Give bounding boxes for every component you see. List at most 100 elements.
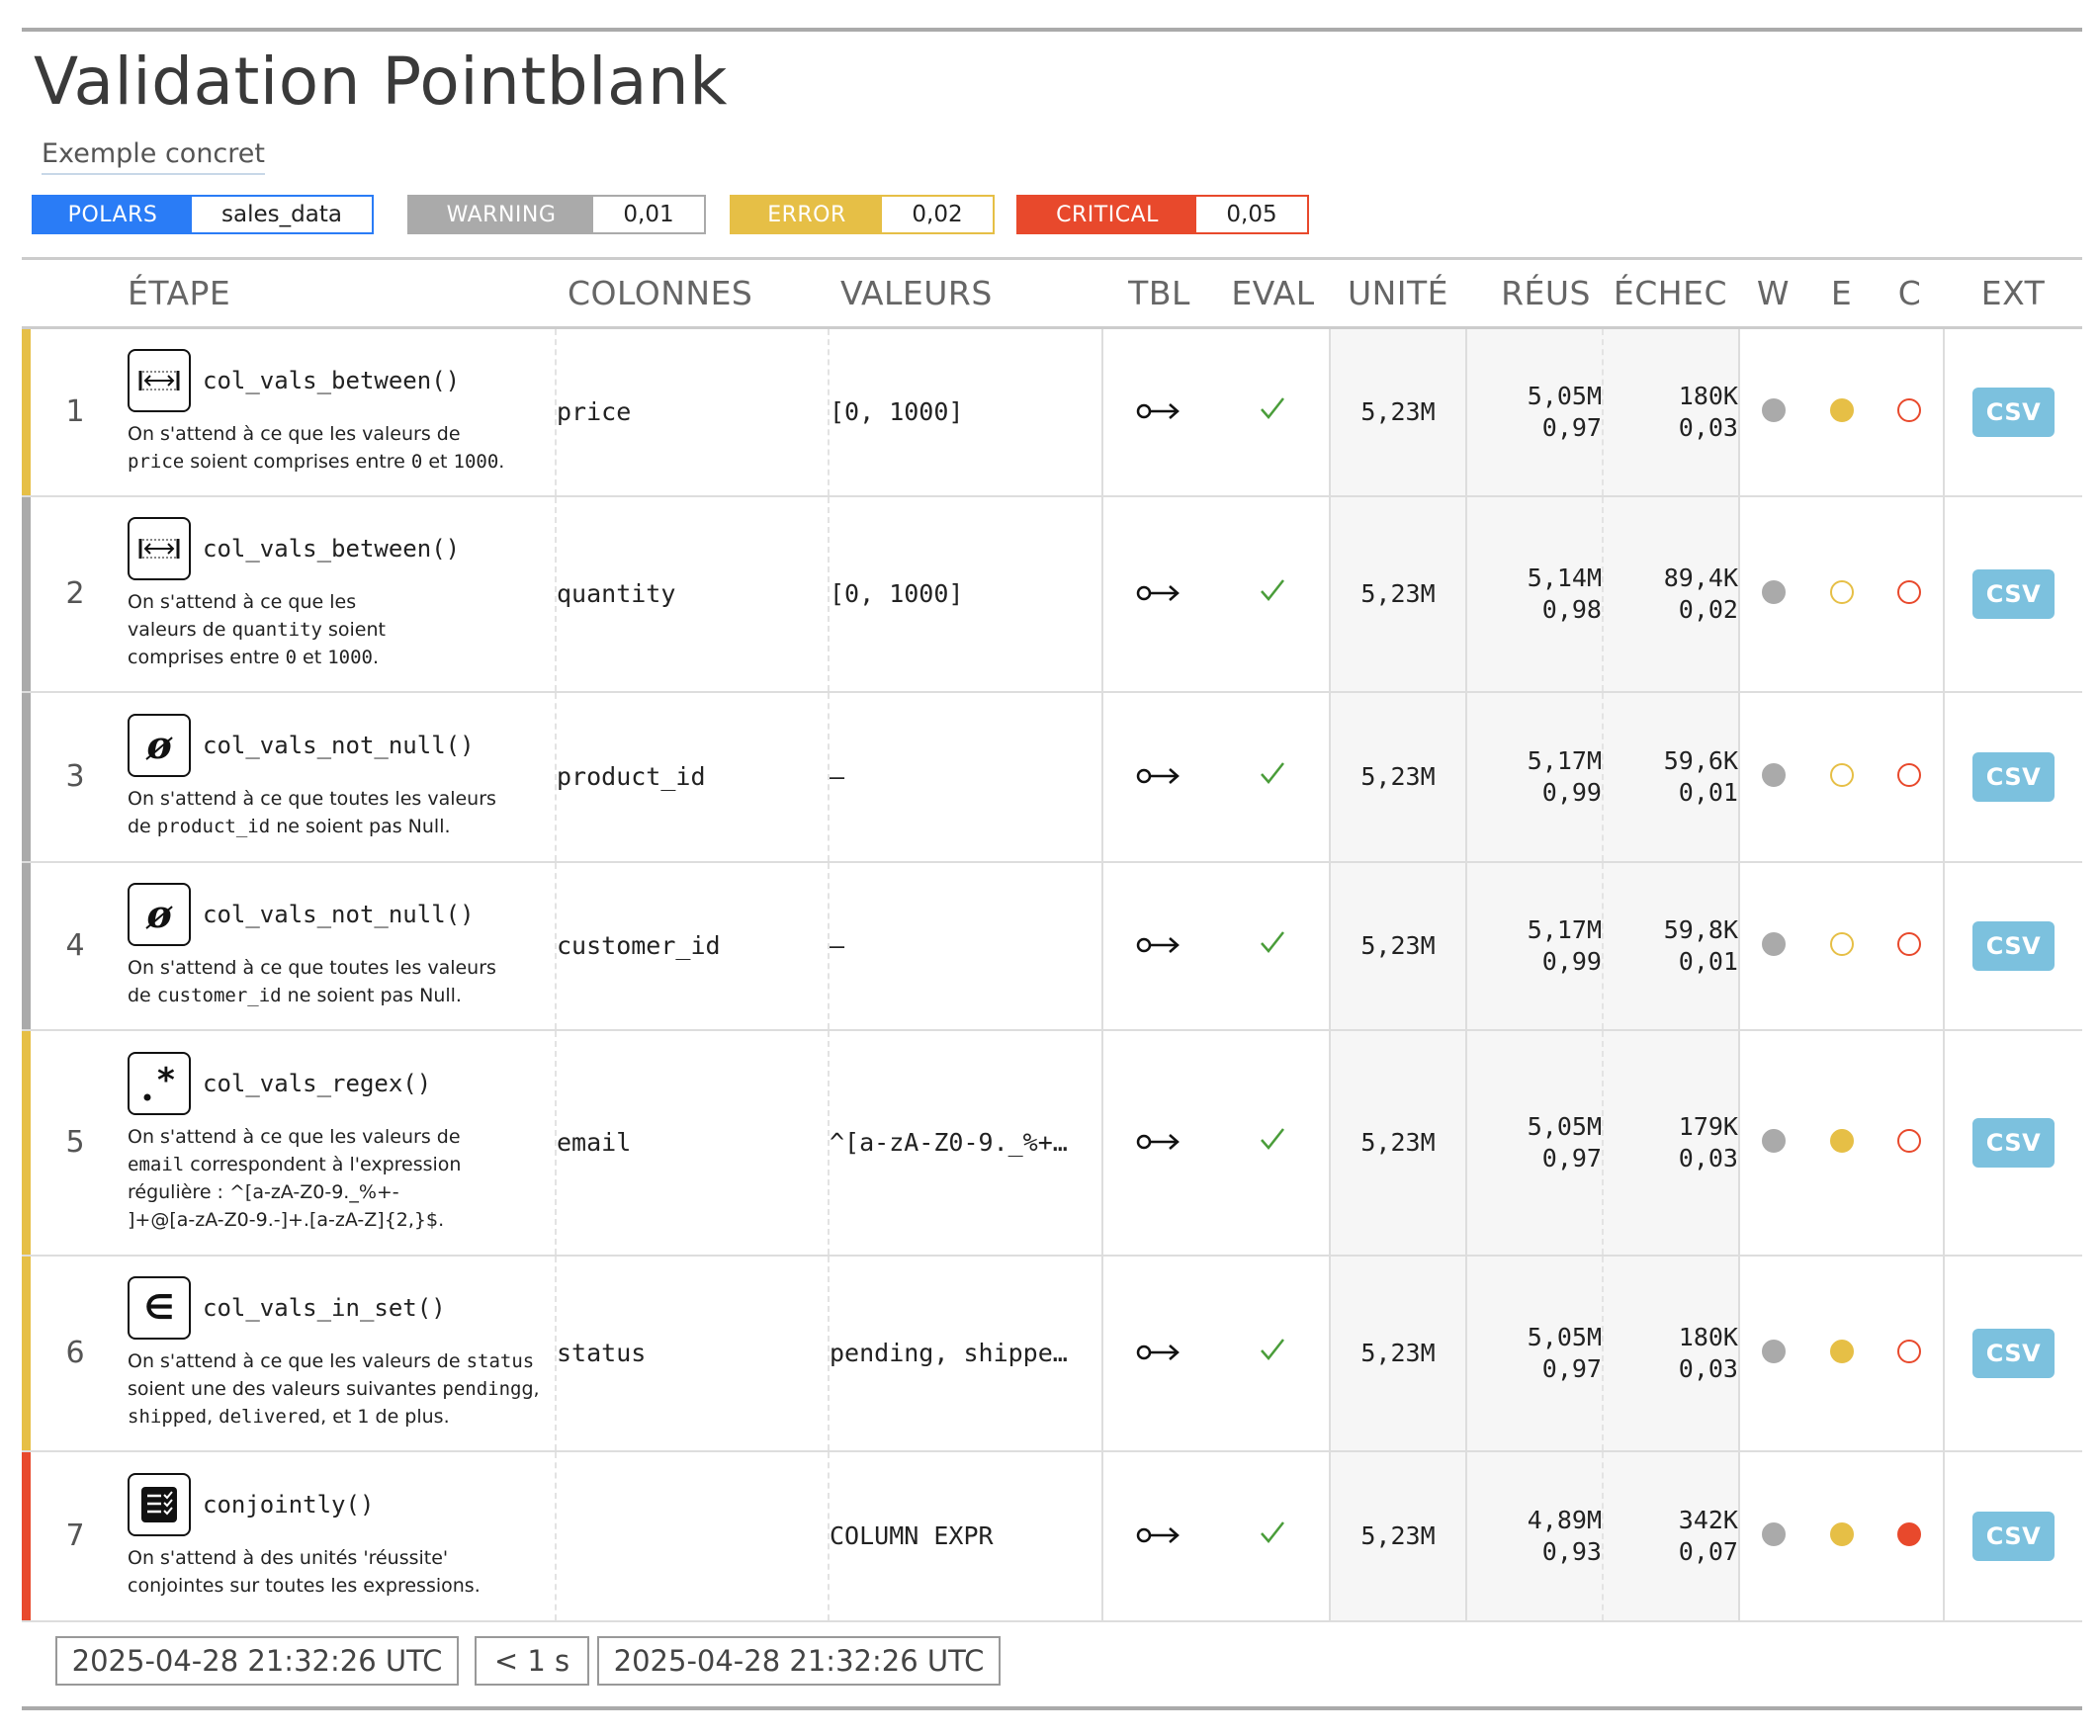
values: COLUMN EXPR — [829, 1450, 1103, 1622]
severity-bar — [22, 1450, 31, 1622]
error-dot-icon — [1829, 931, 1854, 956]
severity-bar — [22, 691, 31, 863]
error-label: ERROR — [732, 197, 882, 232]
critical-status — [1876, 861, 1944, 1031]
pass-count: 5,05M — [1527, 1111, 1602, 1141]
page-title: Validation Pointblank — [34, 43, 728, 120]
csv-download-button[interactable]: CSV — [1971, 920, 2056, 971]
step-cell: ∈ col_vals_in_set() On s'attend à ce que… — [120, 1255, 557, 1452]
not-null-icon: ø — [128, 713, 191, 777]
description-line: ]+@[a-zA-Z0-9.-]+.[a-zA-Z]{2,}$. — [128, 1208, 445, 1231]
table-icon — [1102, 1029, 1216, 1257]
critical-status — [1876, 495, 1944, 693]
eval-check-icon — [1216, 327, 1331, 497]
extract-cell: CSV — [1943, 1450, 2082, 1622]
warning-status — [1739, 327, 1807, 497]
table-row: 3 ø col_vals_not_null() On s'attend à ce… — [22, 691, 2082, 863]
table-row: 7 conjointly() On s'attend à des unités … — [22, 1450, 2082, 1622]
severity-bar — [22, 495, 31, 693]
critical-status — [1876, 1450, 1944, 1622]
pass-count: 5,05M — [1527, 1322, 1602, 1351]
step-description: On s'attend à ce que les valeurs de price… — [128, 420, 547, 476]
pass-count: 4,89M — [1527, 1505, 1602, 1534]
critical-dot-icon — [1897, 1128, 1921, 1153]
error-dot-icon — [1829, 397, 1854, 422]
fail-fraction: 0,03 — [1678, 1353, 1738, 1383]
fail-count: 59,8K — [1663, 914, 1738, 944]
critical-status — [1876, 691, 1944, 863]
units-value: 5,23M — [1330, 1450, 1467, 1622]
header-ext: EXT — [1980, 274, 2046, 312]
eval-check-icon — [1216, 1450, 1331, 1622]
description-line: email correspondent à l'expression — [128, 1153, 462, 1175]
error-badge: ERROR 0,02 — [730, 195, 995, 234]
values: ^[a-zA-Z0-9._%+… — [829, 1029, 1103, 1257]
eval-check-icon — [1216, 495, 1331, 693]
fail-count: 179K — [1678, 1111, 1738, 1141]
engine-badge: POLARS sales_data — [32, 195, 374, 234]
error-status — [1807, 861, 1876, 1031]
description-line: price soient comprises entre 0 et 1000. — [128, 450, 505, 473]
description-line: On s'attend à ce que les valeurs de — [128, 1125, 461, 1148]
fail-count: 180K — [1678, 1322, 1738, 1351]
extract-cell: CSV — [1943, 327, 2082, 497]
fail-cell: 342K 0,07 — [1603, 1450, 1740, 1622]
header-values: VALEURS — [840, 274, 993, 312]
error-status — [1807, 691, 1876, 863]
column-name: customer_id — [556, 861, 830, 1031]
between-icon — [128, 516, 191, 580]
values: pending, shippe… — [829, 1255, 1103, 1452]
header-step: ÉTAPE — [128, 274, 231, 312]
header-units: UNITÉ — [1347, 274, 1449, 312]
error-status — [1807, 1450, 1876, 1622]
pass-cell: 5,17M 0,99 — [1466, 861, 1604, 1031]
in-set-icon: ∈ — [128, 1275, 191, 1340]
csv-download-button[interactable]: CSV — [1971, 568, 2056, 619]
critical-label: CRITICAL — [1018, 197, 1196, 232]
function-name: col_vals_regex() — [203, 1069, 432, 1097]
step-number: 4 — [31, 861, 120, 1031]
table-header: ÉTAPE COLONNES VALEURS TBL EVAL UNITÉ RÉ… — [22, 258, 2082, 328]
column-name: price — [556, 327, 830, 497]
function-name: conjointly() — [203, 1490, 375, 1519]
values: [0, 1000] — [829, 495, 1103, 693]
description-line: On s'attend à ce que toutes les valeurs — [128, 787, 496, 810]
footer: 2025-04-28 21:32:26 UTC < 1 s 2025-04-28… — [22, 1621, 2082, 1710]
table-icon — [1102, 327, 1216, 497]
warning-dot-icon — [1762, 1128, 1786, 1153]
description-line: conjointes sur toutes les expressions. — [128, 1574, 481, 1597]
csv-download-button[interactable]: CSV — [1971, 1511, 2056, 1561]
extract-cell: CSV — [1943, 1255, 2082, 1452]
severity-bar — [22, 1255, 31, 1452]
between-icon — [128, 348, 191, 412]
description-line: On s'attend à ce que toutes les valeurs — [128, 956, 496, 979]
csv-download-button[interactable]: CSV — [1971, 1328, 2056, 1378]
extract-cell: CSV — [1943, 861, 2082, 1031]
regex-icon: * — [128, 1051, 191, 1115]
fail-fraction: 0,01 — [1678, 946, 1738, 976]
pass-fraction: 0,99 — [1541, 777, 1602, 807]
step-description: On s'attend à des unités 'réussite' conjo… — [128, 1544, 547, 1600]
validation-table: ÉTAPE COLONNES VALEURS TBL EVAL UNITÉ RÉ… — [22, 257, 2082, 1622]
header-e: E — [1830, 274, 1853, 312]
table-row: 6 ∈ col_vals_in_set() On s'attend à ce q… — [22, 1255, 2082, 1452]
error-dot-icon — [1829, 579, 1854, 604]
warning-label: WARNING — [409, 197, 593, 232]
column-name: status — [556, 1255, 830, 1452]
csv-download-button[interactable]: CSV — [1971, 387, 2056, 437]
table-icon — [1102, 1450, 1216, 1622]
table-icon — [1102, 495, 1216, 693]
critical-status — [1876, 327, 1944, 497]
table-icon — [1102, 691, 1216, 863]
severity-bar — [22, 327, 31, 497]
eval-check-icon — [1216, 1255, 1331, 1452]
pass-fraction: 0,97 — [1541, 1143, 1602, 1172]
column-name — [556, 1450, 830, 1622]
csv-download-button[interactable]: CSV — [1971, 1117, 2056, 1168]
extract-cell: CSV — [1943, 691, 2082, 863]
fail-count: 59,6K — [1663, 745, 1738, 775]
table-row: 4 ø col_vals_not_null() On s'attend à ce… — [22, 861, 2082, 1031]
units-value: 5,23M — [1330, 327, 1467, 497]
csv-download-button[interactable]: CSV — [1971, 751, 2056, 802]
description-line: régulière : ^[a-zA-Z0-9._%+- — [128, 1180, 399, 1203]
